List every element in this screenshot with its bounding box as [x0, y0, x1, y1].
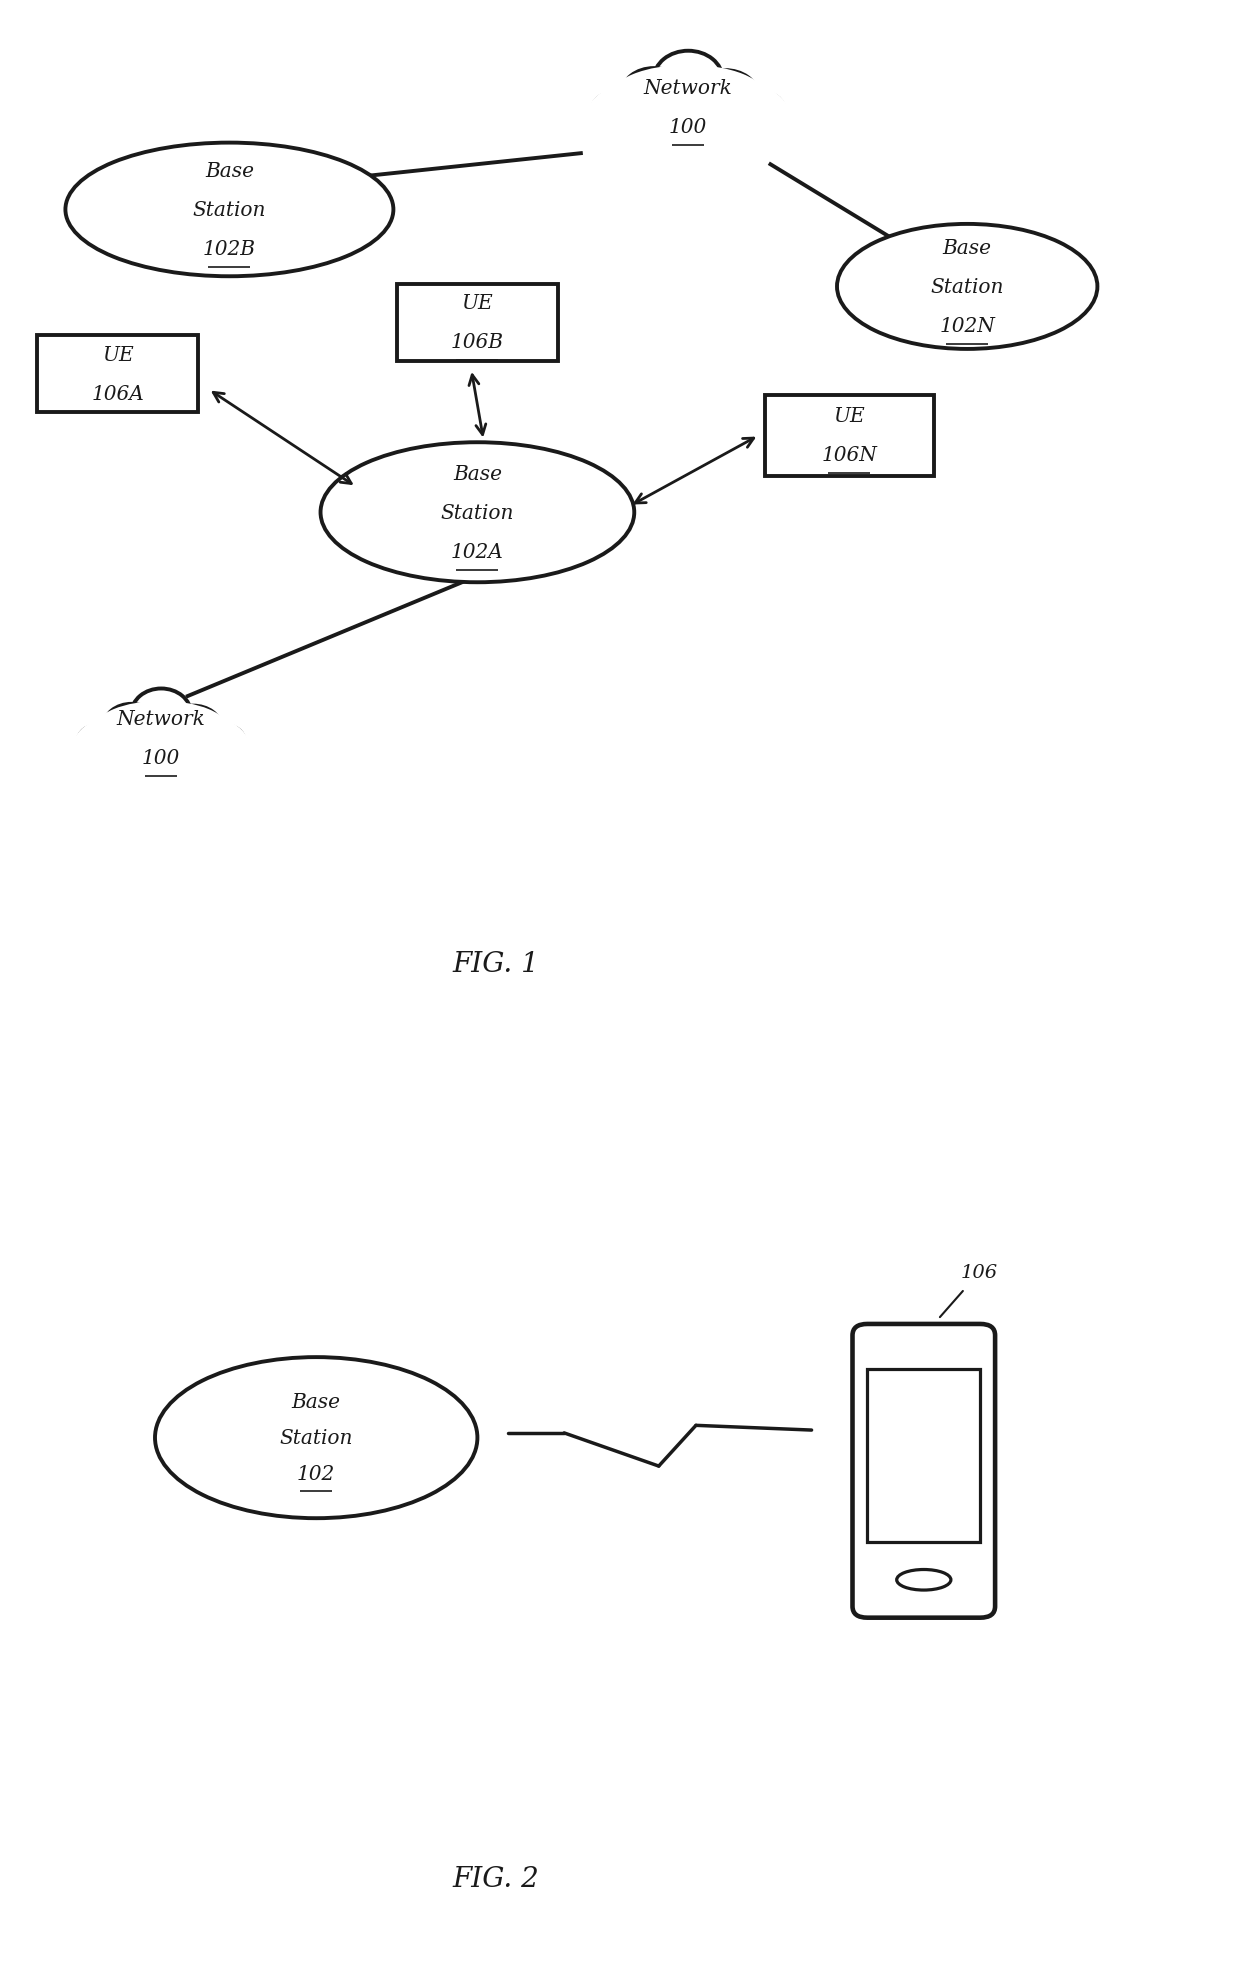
Text: Base: Base — [453, 464, 502, 483]
Ellipse shape — [89, 730, 233, 767]
Text: 102: 102 — [298, 1464, 335, 1484]
Text: 100: 100 — [143, 748, 180, 767]
Text: Station: Station — [192, 201, 267, 219]
Text: Station: Station — [279, 1428, 353, 1448]
Text: 102N: 102N — [939, 318, 996, 335]
Ellipse shape — [610, 65, 766, 130]
Text: Network: Network — [644, 79, 733, 99]
Text: Base: Base — [205, 162, 254, 182]
Ellipse shape — [837, 225, 1097, 349]
Bar — [765, 397, 934, 475]
Text: 106N: 106N — [821, 446, 878, 466]
Text: UE: UE — [102, 345, 134, 365]
Ellipse shape — [66, 144, 393, 276]
Ellipse shape — [94, 702, 228, 758]
Ellipse shape — [78, 726, 122, 758]
Text: FIG. 1: FIG. 1 — [453, 951, 539, 979]
Text: FIG. 2: FIG. 2 — [453, 1864, 539, 1892]
Text: 102B: 102B — [203, 241, 255, 258]
Bar — [37, 335, 198, 412]
Ellipse shape — [104, 704, 159, 750]
Ellipse shape — [693, 71, 756, 118]
Text: Base: Base — [942, 239, 992, 258]
Bar — [868, 1369, 980, 1543]
Ellipse shape — [165, 706, 221, 748]
Ellipse shape — [320, 444, 635, 582]
Bar — [397, 284, 558, 361]
Ellipse shape — [201, 726, 244, 758]
Ellipse shape — [605, 99, 771, 142]
Ellipse shape — [734, 93, 785, 130]
Ellipse shape — [621, 69, 686, 120]
Text: Station: Station — [440, 503, 515, 523]
Text: UE: UE — [833, 406, 866, 426]
Text: Network: Network — [117, 710, 206, 728]
Ellipse shape — [155, 1357, 477, 1519]
Ellipse shape — [897, 1571, 951, 1590]
Ellipse shape — [653, 51, 723, 109]
Text: 106A: 106A — [92, 385, 144, 402]
Ellipse shape — [588, 73, 789, 156]
Ellipse shape — [74, 708, 248, 781]
Text: 102A: 102A — [451, 543, 503, 562]
FancyBboxPatch shape — [853, 1324, 994, 1618]
Ellipse shape — [131, 689, 191, 738]
Text: 100: 100 — [670, 118, 707, 136]
Text: Base: Base — [291, 1393, 341, 1411]
Text: UE: UE — [461, 294, 494, 314]
Text: Station: Station — [930, 278, 1004, 296]
Ellipse shape — [591, 93, 642, 130]
Text: 106: 106 — [961, 1263, 998, 1280]
Text: 106B: 106B — [451, 333, 503, 351]
